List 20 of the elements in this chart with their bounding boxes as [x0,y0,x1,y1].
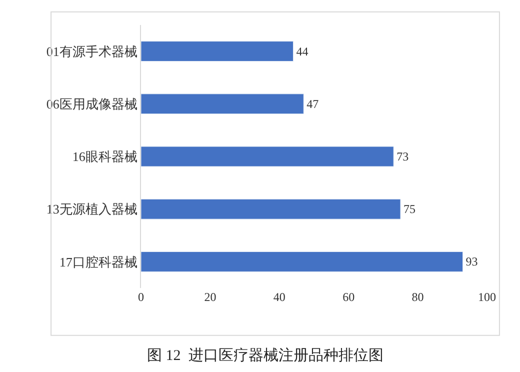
bar [141,146,394,167]
y-tick-label: 13无源植入器械 [46,202,138,217]
bar [141,94,304,114]
data-label: 47 [306,96,319,111]
data-label: 73 [396,150,409,164]
y-tick-label: 16眼科器械 [72,149,138,164]
x-tick-label: 40 [273,290,286,304]
x-tick-label: 20 [204,290,216,304]
x-tick-label: 80 [412,290,424,304]
bar [141,41,294,62]
x-tick-label: 100 [478,290,496,304]
data-label: 75 [404,202,416,216]
x-tick-label: 60 [342,290,355,304]
bar [141,251,464,272]
y-tick-label: 17口腔科器械 [59,254,138,270]
bar [141,198,401,220]
data-label: 44 [296,44,308,58]
data-label: 93 [466,254,478,269]
x-tick-label: 0 [138,290,144,304]
caption: 图 12 进口医疗器械注册品种排位图 [147,347,384,364]
